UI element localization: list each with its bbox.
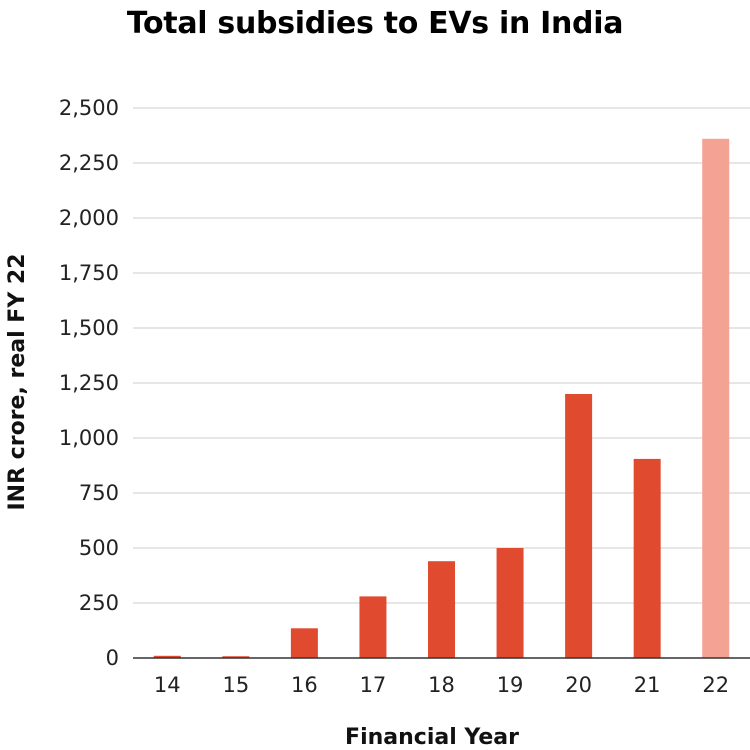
bar-fy14 xyxy=(153,655,181,658)
x-tick-label: 21 xyxy=(634,673,661,697)
y-tick-label: 2,500 xyxy=(59,96,119,120)
grid-lines xyxy=(133,107,750,604)
y-tick-label: 1,750 xyxy=(59,261,119,285)
x-tick-label: 19 xyxy=(497,673,524,697)
y-tick-label: 1,250 xyxy=(59,371,119,395)
y-axis-title: INR crore, real FY 22 xyxy=(5,253,30,510)
y-tick-label: 500 xyxy=(79,536,119,560)
x-tick-label: 16 xyxy=(291,673,318,697)
bar-fy21 xyxy=(633,458,661,658)
x-tick-label: 15 xyxy=(222,673,249,697)
bar-fy19 xyxy=(496,548,524,658)
bar-fy22 xyxy=(702,138,730,659)
bar-fy18 xyxy=(428,561,455,658)
x-tick-label: 18 xyxy=(428,673,455,697)
x-tick-label: 14 xyxy=(154,673,181,697)
x-tick-label: 20 xyxy=(565,673,592,697)
chart-title: Total subsidies to EVs in India xyxy=(126,6,624,41)
bars xyxy=(153,138,730,659)
bar-fy17 xyxy=(359,596,387,658)
y-tick-label: 2,250 xyxy=(59,151,119,175)
y-tick-label: 750 xyxy=(79,481,119,505)
y-tick-label: 0 xyxy=(106,646,119,670)
y-tick-label: 250 xyxy=(79,591,119,615)
x-tick-label: 17 xyxy=(360,673,387,697)
y-tick-label: 1,500 xyxy=(59,316,119,340)
bar-fy20 xyxy=(565,394,593,658)
x-tick-labels: 14 15 16 17 18 19 20 21 22 xyxy=(154,673,729,697)
x-tick-label: 22 xyxy=(702,673,729,697)
bar-fy16 xyxy=(290,628,318,658)
bar-fy15 xyxy=(222,656,250,658)
y-tick-label: 2,000 xyxy=(59,206,119,230)
y-tick-label: 1,000 xyxy=(59,426,119,450)
y-tick-labels: 0 250 500 750 1,000 1,250 1,500 1,750 2,000 2,250… xyxy=(59,96,119,670)
x-axis-title: Financial Year xyxy=(345,725,519,750)
